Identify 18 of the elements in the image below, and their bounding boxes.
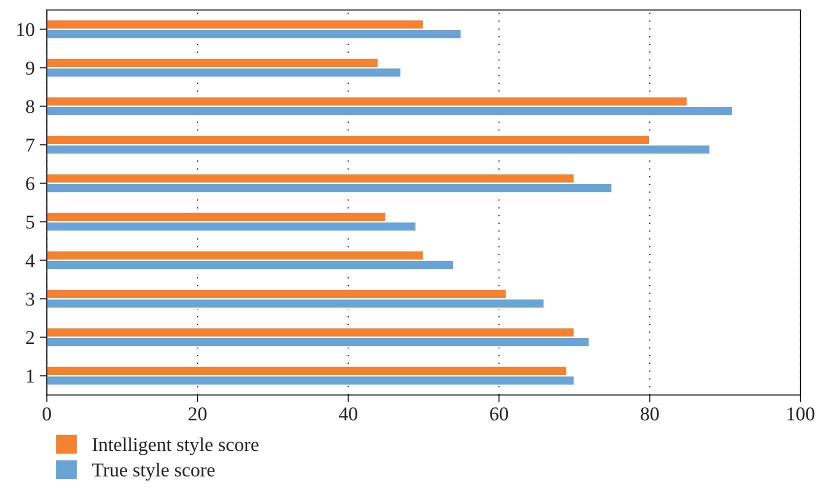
y-tick-label: 4 [26, 254, 35, 267]
x-tick-label: 80 [640, 407, 659, 420]
y-tick-label: 2 [26, 331, 34, 344]
x-tick-label: 20 [188, 407, 207, 420]
x-tick-label: 100 [788, 407, 814, 420]
x-tick-label: 40 [338, 407, 358, 420]
y-tick-label: 1 [26, 370, 34, 382]
x-tick-label: 0 [42, 407, 51, 420]
y-tick-label: 3 [26, 292, 34, 306]
legend-label: Intelligent style score [92, 437, 258, 456]
x-tick-label: 60 [490, 407, 508, 420]
y-tick-label: 7 [26, 138, 34, 152]
y-tick-label: 6 [26, 177, 34, 190]
y-tick-label: 10 [17, 23, 34, 36]
y-tick-label: 9 [26, 62, 34, 75]
y-tick-label: 5 [26, 216, 34, 229]
legend-label: True style score [92, 462, 215, 481]
y-tick-label: 8 [26, 100, 34, 114]
